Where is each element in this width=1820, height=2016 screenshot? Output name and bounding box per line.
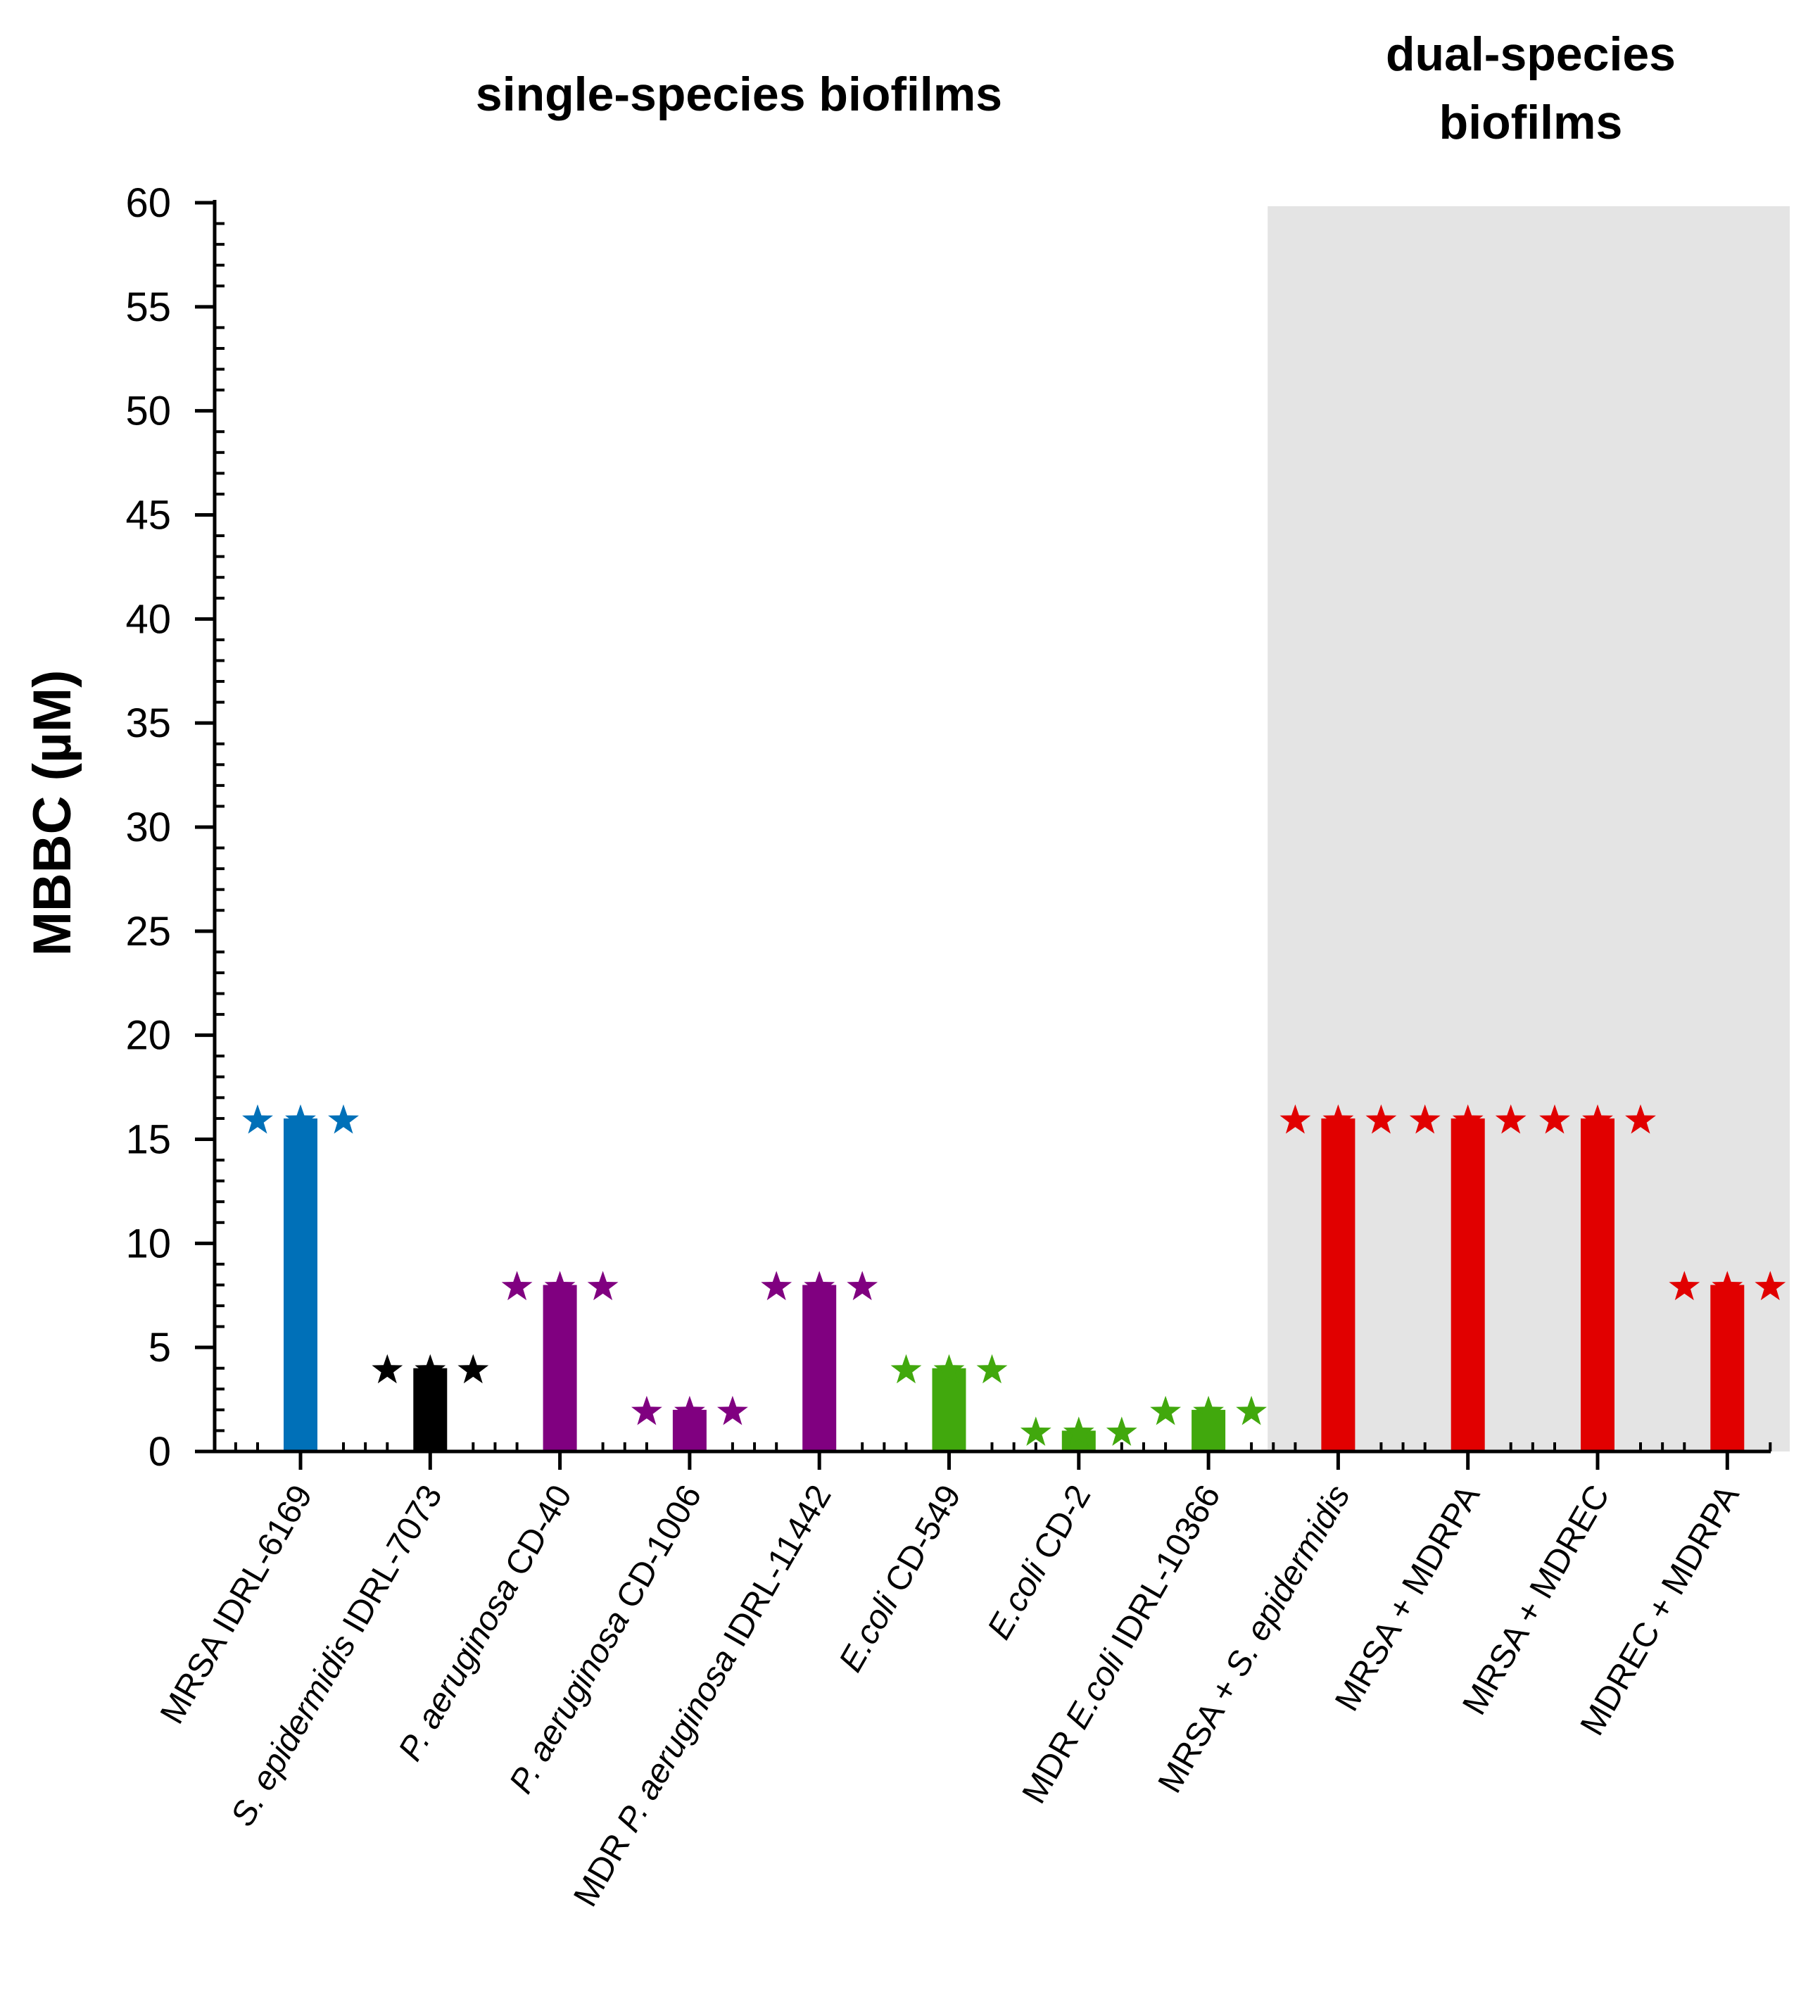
replicate-star-4-1 bbox=[631, 1395, 662, 1425]
replicate-star-8-1 bbox=[1150, 1395, 1181, 1425]
y-tick-label: 5 bbox=[148, 1325, 171, 1371]
single-species-section-title: single-species biofilms bbox=[476, 68, 1002, 121]
y-tick-labels: 0 5 10 15 20 25 30 35 40 45 50 55 60 bbox=[125, 180, 171, 1475]
replicate-star-1-3 bbox=[328, 1104, 359, 1134]
bar-3 bbox=[543, 1285, 577, 1451]
replicate-star-5-3 bbox=[847, 1271, 878, 1301]
replicate-star-8-3 bbox=[1236, 1395, 1267, 1425]
replicate-star-9-1 bbox=[1279, 1104, 1311, 1134]
replicate-star-5-1 bbox=[761, 1271, 792, 1301]
replicate-star-6-3 bbox=[976, 1354, 1008, 1384]
replicate-star-12-3 bbox=[1755, 1271, 1786, 1301]
x-tick-label: MDR P. aeruginosa IDRL-11442 bbox=[567, 1479, 839, 1913]
replicate-star-7-3 bbox=[1106, 1416, 1137, 1446]
dual-species-section-title-line1: dual-species bbox=[1386, 27, 1676, 81]
x-tick-label: E.coli CD-2 bbox=[980, 1479, 1098, 1646]
replicate-star-11-2 bbox=[1582, 1104, 1613, 1134]
y-tick-label: 50 bbox=[125, 389, 171, 434]
replicate-star-3-3 bbox=[587, 1271, 619, 1301]
replicate-star-5-2 bbox=[804, 1271, 835, 1301]
replicate-star-12-2 bbox=[1712, 1271, 1743, 1301]
bars-layer bbox=[284, 1118, 1745, 1451]
replicate-star-3-2 bbox=[544, 1271, 576, 1301]
replicate-star-6-1 bbox=[890, 1354, 922, 1384]
y-tick-label: 20 bbox=[125, 1013, 171, 1059]
replicate-star-7-2 bbox=[1063, 1416, 1094, 1446]
dual-species-section-title-line2: biofilms bbox=[1439, 96, 1623, 149]
replicate-star-4-3 bbox=[717, 1395, 748, 1425]
replicate-stars-layer bbox=[242, 1104, 1786, 1446]
y-tick-label: 25 bbox=[125, 909, 171, 955]
replicate-star-3-1 bbox=[501, 1271, 533, 1301]
replicate-star-8-2 bbox=[1193, 1395, 1224, 1425]
y-tick-label: 60 bbox=[125, 180, 171, 226]
y-tick-label: 30 bbox=[125, 805, 171, 850]
y-tick-label: 10 bbox=[125, 1221, 171, 1266]
y-tick-label: 55 bbox=[125, 284, 171, 330]
replicate-star-4-2 bbox=[674, 1395, 705, 1425]
replicate-star-2-3 bbox=[457, 1354, 489, 1384]
bar-6 bbox=[932, 1368, 966, 1451]
y-tick-label: 45 bbox=[125, 493, 171, 538]
replicate-star-7-1 bbox=[1020, 1416, 1051, 1446]
replicate-star-2-1 bbox=[372, 1354, 403, 1384]
replicate-star-1-1 bbox=[242, 1104, 273, 1134]
bar-1 bbox=[284, 1118, 317, 1451]
x-tick-label: E.coli CD-549 bbox=[832, 1479, 968, 1678]
y-tick-label: 15 bbox=[125, 1117, 171, 1163]
bar-9 bbox=[1321, 1118, 1355, 1451]
replicate-star-1-2 bbox=[285, 1104, 316, 1134]
replicate-star-9-3 bbox=[1365, 1104, 1397, 1134]
text-layer: single-species biofilms dual-species bio… bbox=[23, 27, 1676, 956]
replicate-star-10-2 bbox=[1452, 1104, 1484, 1134]
bar-11 bbox=[1581, 1118, 1614, 1451]
replicate-star-12-1 bbox=[1669, 1271, 1700, 1301]
replicate-star-11-1 bbox=[1539, 1104, 1570, 1134]
replicate-star-2-2 bbox=[415, 1354, 446, 1384]
x-tick-label: MRSA + MDREC bbox=[1455, 1479, 1617, 1721]
bar-10 bbox=[1451, 1118, 1485, 1451]
x-tick-label: MRSA + MDRPA bbox=[1328, 1479, 1487, 1718]
bar-12 bbox=[1710, 1285, 1745, 1451]
axes-layer bbox=[195, 200, 1772, 1470]
replicate-star-9-2 bbox=[1322, 1104, 1354, 1134]
bar-5 bbox=[802, 1285, 837, 1451]
replicate-star-11-3 bbox=[1625, 1104, 1656, 1134]
y-tick-label: 0 bbox=[148, 1429, 171, 1475]
replicate-star-10-1 bbox=[1409, 1104, 1441, 1134]
replicate-star-10-3 bbox=[1495, 1104, 1527, 1134]
y-axis-label: MBBC (µM) bbox=[23, 670, 82, 957]
y-tick-label: 35 bbox=[125, 700, 171, 746]
bar-2 bbox=[413, 1368, 448, 1451]
y-tick-label: 40 bbox=[125, 596, 171, 642]
replicate-star-6-2 bbox=[933, 1354, 965, 1384]
